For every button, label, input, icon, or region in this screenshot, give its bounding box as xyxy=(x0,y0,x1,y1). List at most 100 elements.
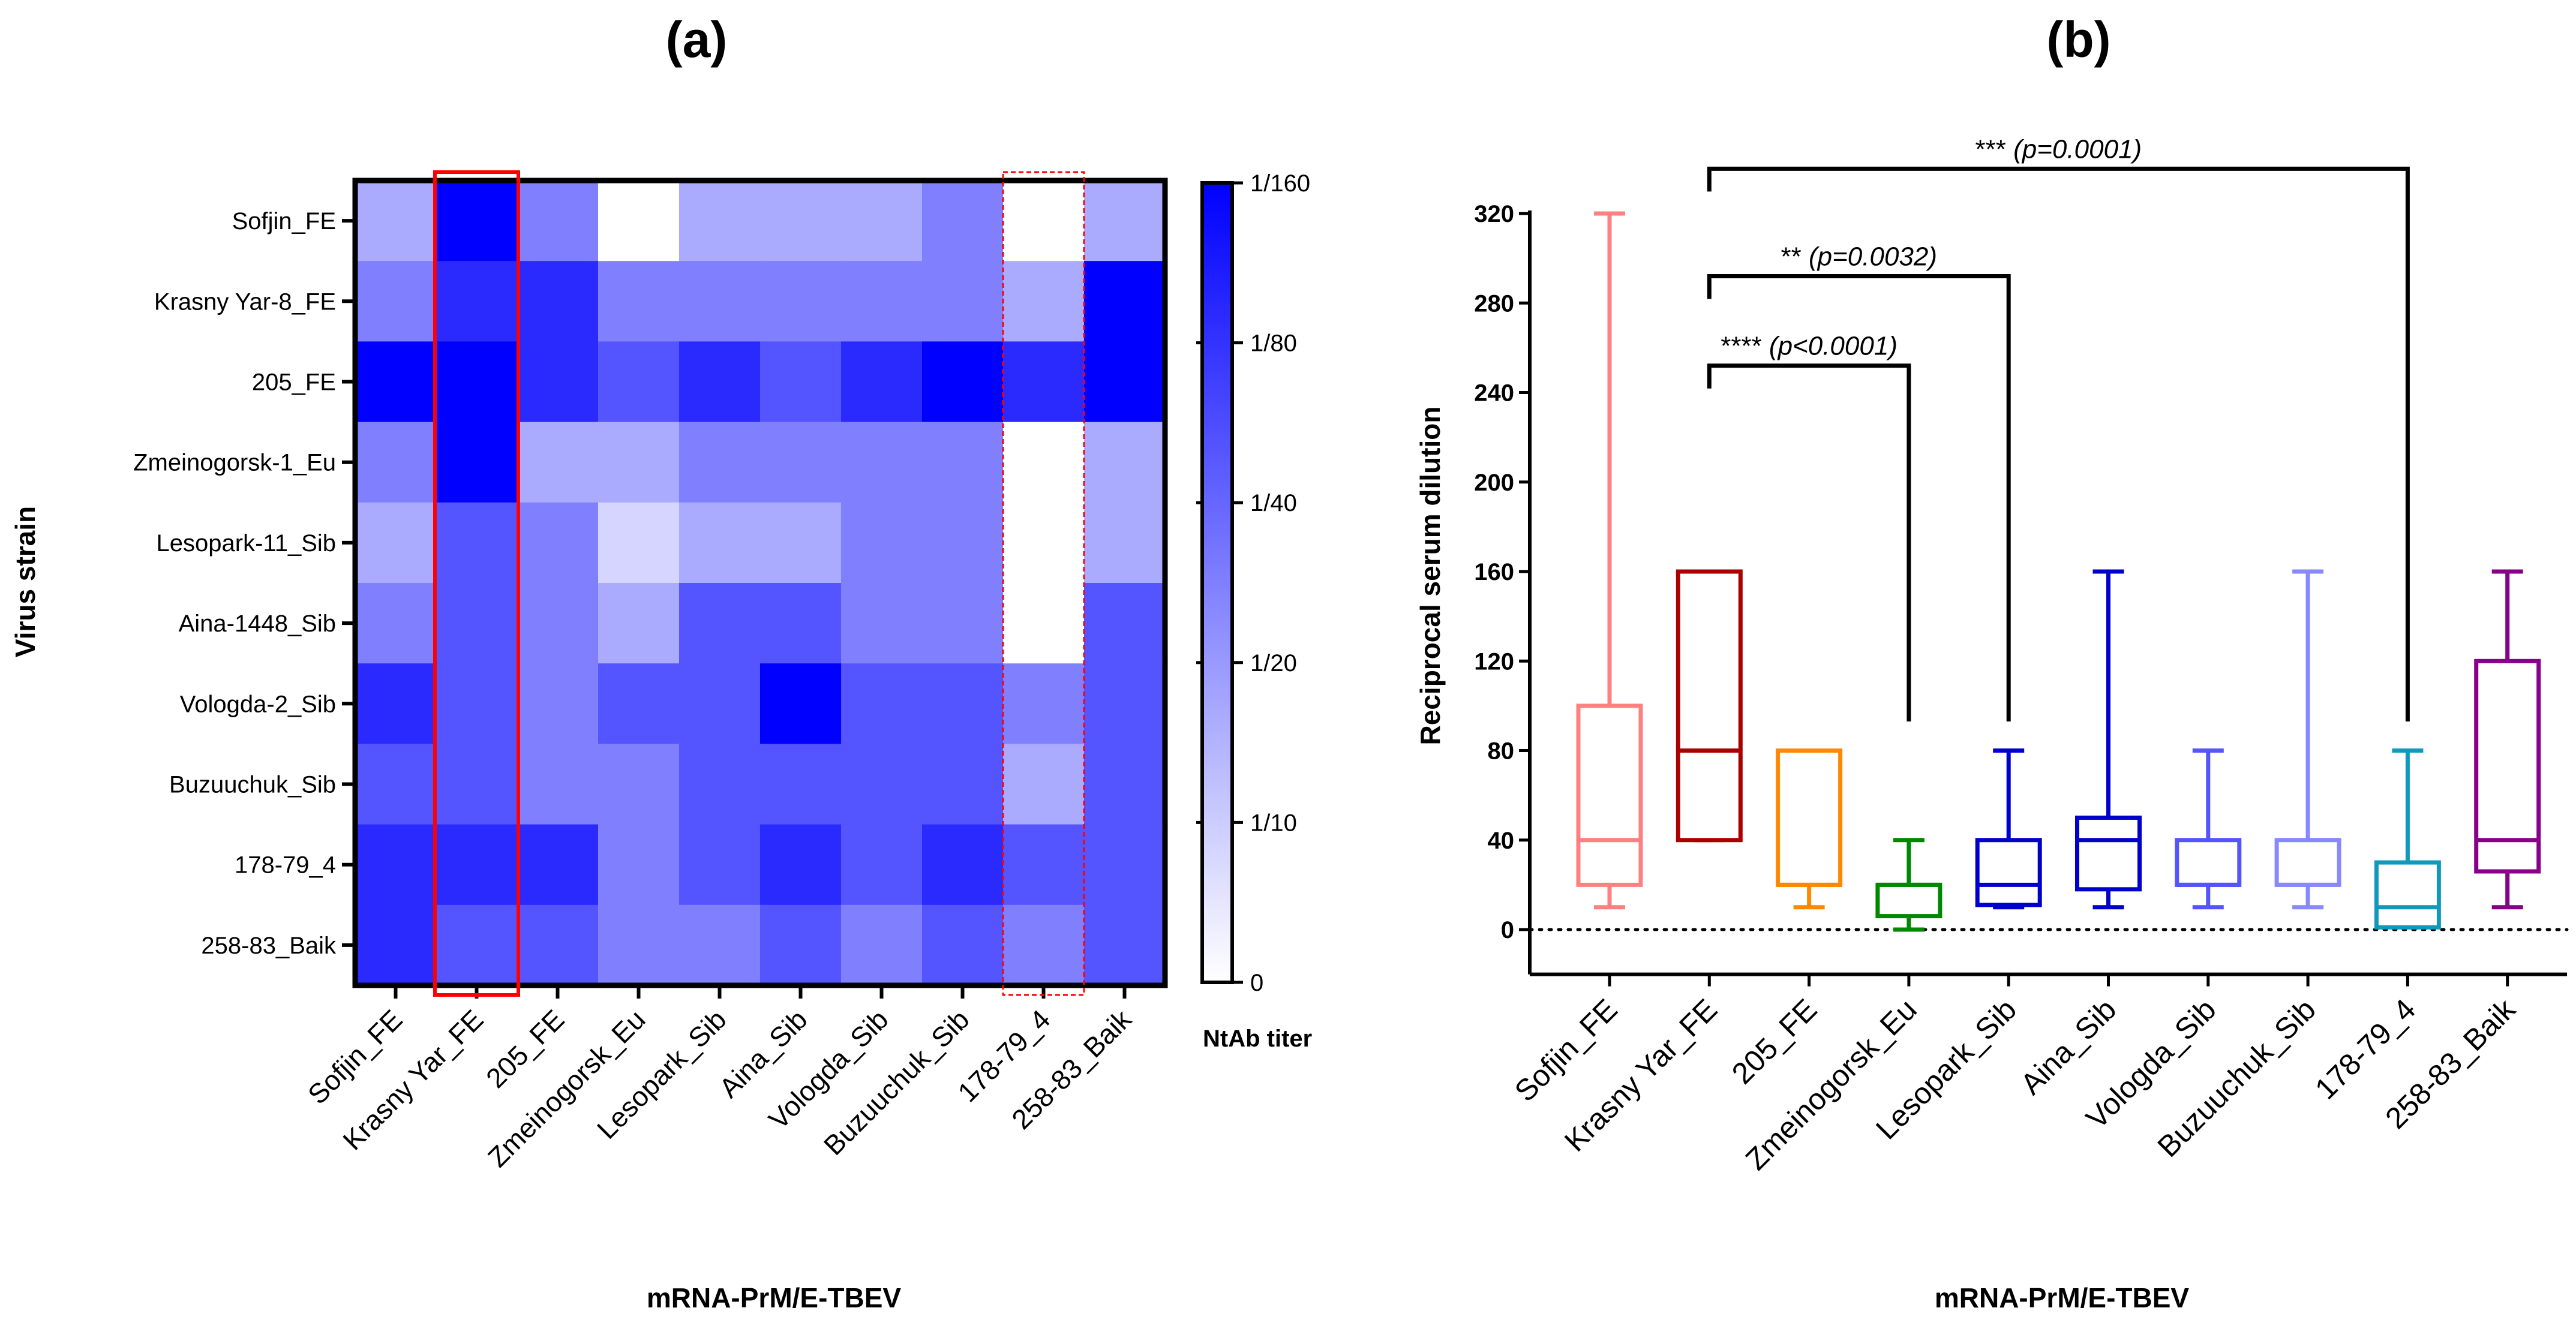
panel-a-label: (a) xyxy=(666,11,728,68)
heatmap-cell xyxy=(436,341,518,423)
box-258-83_Baik xyxy=(2474,569,2541,910)
highlight-dashed-column xyxy=(1002,171,1085,996)
heatmap-cell xyxy=(1084,583,1166,664)
y-tick-label: Buzuuchuk_Sib xyxy=(169,772,336,798)
heatmap-cell xyxy=(841,583,923,664)
iqr-box xyxy=(1576,703,1643,887)
heatmap-cell xyxy=(1003,663,1085,744)
heatmap-cell xyxy=(679,341,761,423)
heatmap-cell xyxy=(679,824,761,906)
box-Lesopark_Sib xyxy=(1975,748,2042,910)
highlight-solid-column xyxy=(433,170,520,997)
heatmap-cell xyxy=(1084,341,1166,423)
heatmap-cell xyxy=(517,502,599,584)
heatmap-cell xyxy=(1084,904,1166,986)
iqr-box xyxy=(2274,838,2341,887)
heatmap-cell xyxy=(760,261,842,342)
box-Krasny Yar_FE xyxy=(1676,569,1743,843)
iqr-box xyxy=(1776,748,1843,887)
y-tick-label: Aina-1448_Sib xyxy=(179,611,336,637)
heatmap-cell xyxy=(679,422,761,503)
colorbar xyxy=(1200,181,1234,984)
heatmap-cell xyxy=(760,824,842,906)
iqr-box xyxy=(2474,659,2541,874)
heatmap-cell xyxy=(517,824,599,906)
heatmap-cell xyxy=(517,181,599,261)
iqr-box xyxy=(2175,838,2242,887)
heatmap-cell xyxy=(841,181,923,261)
x-tick-label: 205_FE xyxy=(1725,993,1823,1090)
y-tick-label: 80 xyxy=(1488,738,1515,765)
heatmap-cell xyxy=(922,502,1004,584)
colorbar-title: NtAb titer xyxy=(1203,1026,1312,1052)
heatmap-cell xyxy=(679,181,761,261)
heatmap-cell xyxy=(841,422,923,503)
significance-stars: *** xyxy=(1975,134,2014,164)
heatmap-cell xyxy=(760,341,842,423)
heatmap-cell xyxy=(841,663,923,744)
heatmap-cell xyxy=(1003,583,1085,664)
heatmap-cell xyxy=(1084,744,1166,825)
heatmap-y-axis-label: Virus strain xyxy=(10,506,41,657)
heatmap-cell xyxy=(355,261,437,342)
box-Aina_Sib xyxy=(2075,569,2142,910)
heatmap-cell xyxy=(436,824,518,906)
heatmap-frame xyxy=(352,178,1168,988)
y-tick-label: Krasny Yar-8_FE xyxy=(154,288,336,315)
heatmap-cell xyxy=(922,261,1004,342)
heatmap-cell xyxy=(760,502,842,584)
heatmap-cell xyxy=(1003,341,1085,423)
heatmap-cell xyxy=(841,261,923,342)
heatmap-cell xyxy=(922,341,1004,423)
heatmap-cell xyxy=(1084,663,1166,744)
heatmap-cell xyxy=(679,502,761,584)
heatmap-cell xyxy=(436,904,518,986)
heatmap-cell xyxy=(922,583,1004,664)
heatmap-cell xyxy=(517,583,599,664)
y-tick-label: 258-83_Baik xyxy=(201,933,337,959)
heatmap-cell xyxy=(598,824,680,906)
heatmap-cell xyxy=(598,261,680,342)
heatmap-cell xyxy=(841,341,923,423)
heatmap-cell xyxy=(760,422,842,503)
heatmap-cell xyxy=(841,744,923,825)
heatmap-cell xyxy=(436,502,518,584)
heatmap-cell xyxy=(760,583,842,664)
heatmap-cell xyxy=(598,341,680,423)
boxplot-y-axis-label: Reciprocal serum dilution xyxy=(1415,407,1446,745)
heatmap-cell xyxy=(1084,181,1166,261)
iqr-box xyxy=(1975,838,2042,907)
heatmap-cell xyxy=(517,904,599,986)
significance-bracket xyxy=(1707,273,2011,721)
heatmap-cell xyxy=(922,422,1004,503)
y-tick-label: 178-79_4 xyxy=(235,852,336,879)
heatmap-cell xyxy=(436,261,518,342)
heatmap-cell xyxy=(598,583,680,664)
y-tick-label: 280 xyxy=(1474,290,1514,317)
heatmap-cell xyxy=(355,663,437,744)
heatmap-cell xyxy=(760,663,842,744)
heatmap-cell xyxy=(436,181,518,261)
y-tick-label: 0 xyxy=(1501,917,1514,943)
heatmap-cell xyxy=(598,181,680,261)
heatmap-cell xyxy=(436,663,518,744)
heatmap-cell xyxy=(841,502,923,584)
heatmap-cell xyxy=(355,502,437,584)
heatmap-cell xyxy=(1084,824,1166,906)
p-value: (p=0.0001) xyxy=(2013,134,2142,164)
colorbar-tick-label: 1/160 xyxy=(1250,170,1310,197)
colorbar-tick-label: 0 xyxy=(1250,970,1263,996)
heatmap-cell xyxy=(355,583,437,664)
heatmap-cell xyxy=(355,824,437,906)
significance-stars: ** xyxy=(1781,242,1808,271)
box-Zmeinogorsk_Eu xyxy=(1875,838,1942,932)
heatmap-cell xyxy=(355,744,437,825)
heatmap-cell xyxy=(760,744,842,825)
iqr-box xyxy=(2374,860,2441,930)
p-value: (p<0.0001) xyxy=(1769,332,1898,361)
panel-b-label: (b) xyxy=(2046,11,2110,68)
heatmap-cell xyxy=(679,904,761,986)
heatmap-cell xyxy=(598,422,680,503)
heatmap-cell xyxy=(517,744,599,825)
iqr-box xyxy=(2075,815,2142,892)
